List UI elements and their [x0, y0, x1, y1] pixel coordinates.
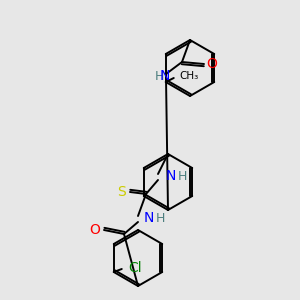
- Text: O: O: [207, 57, 218, 71]
- Text: N: N: [166, 169, 176, 183]
- Text: H: H: [178, 169, 188, 182]
- Text: N: N: [144, 211, 154, 225]
- Text: H: H: [156, 212, 165, 224]
- Text: CH₃: CH₃: [180, 71, 199, 81]
- Text: H: H: [154, 70, 164, 83]
- Text: Cl: Cl: [128, 261, 141, 275]
- Text: S: S: [118, 185, 126, 199]
- Text: N: N: [160, 69, 170, 83]
- Text: O: O: [90, 223, 101, 237]
